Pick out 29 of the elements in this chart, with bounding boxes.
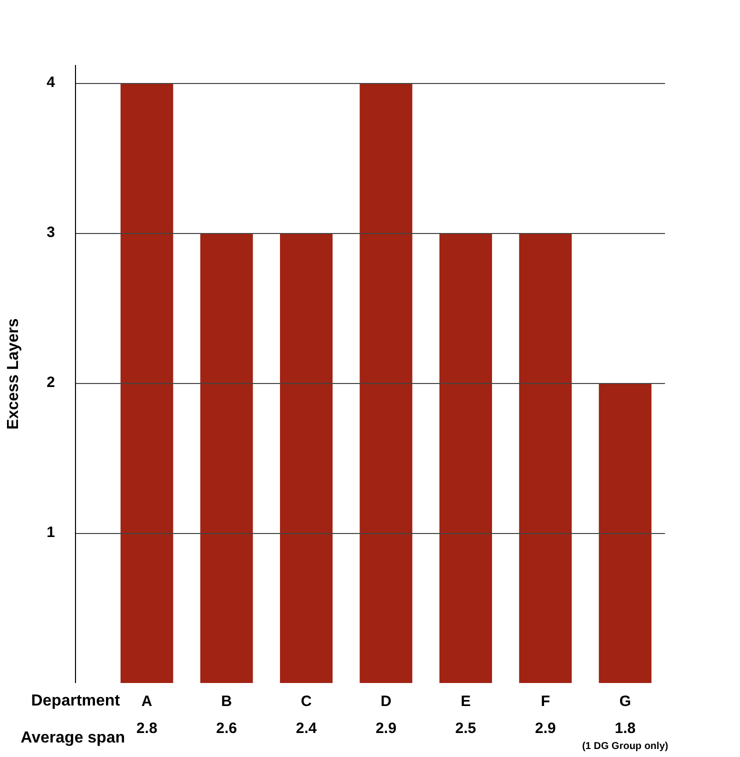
bar (120, 83, 174, 683)
text: Average span (20, 729, 125, 746)
text: 2.9 (535, 720, 556, 738)
bar (360, 83, 412, 683)
x-tick-label: F (540, 693, 550, 710)
y-tick-label: 3 (46, 224, 55, 242)
text: 2.4 (296, 720, 318, 738)
x-tick-label: E (460, 693, 471, 710)
x-tick-label: A (141, 693, 152, 710)
bar (280, 233, 333, 683)
y-tick-label: 1 (46, 524, 55, 542)
x-axis-title: Department (31, 692, 121, 710)
bar (439, 233, 492, 683)
y-axis-title: Excess Layers (5, 318, 22, 430)
x-tick-label: G (619, 693, 631, 710)
y-tick-label: 4 (46, 74, 56, 92)
x-tick-label: C (300, 693, 312, 710)
text: 2.6 (216, 720, 237, 738)
text: 2.9 (376, 720, 396, 738)
text: (1 DG Group only) (582, 740, 668, 752)
text: 1.8 (614, 720, 636, 738)
bar (519, 233, 572, 683)
x-tick-label: B (221, 693, 232, 710)
text: 2.8 (136, 720, 158, 738)
text: 2.5 (455, 720, 476, 738)
bar (200, 233, 253, 683)
y-tick-label: 2 (46, 374, 55, 392)
bar (598, 383, 652, 683)
x-tick-label: D (380, 693, 392, 710)
